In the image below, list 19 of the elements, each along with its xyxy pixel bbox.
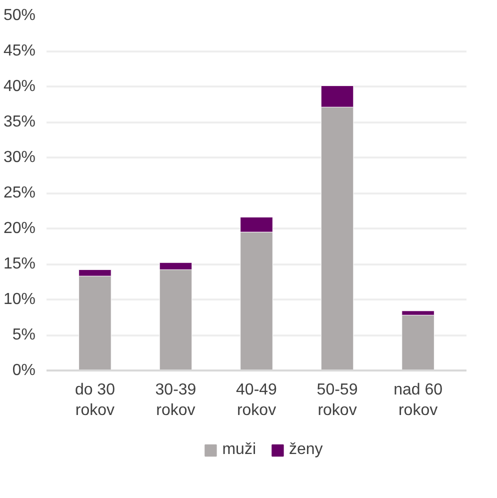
y-tick-label: 0% bbox=[12, 362, 36, 379]
y-tick-label: 10% bbox=[3, 291, 36, 308]
y-tick-label: 5% bbox=[12, 326, 36, 344]
y-tick-label: 35% bbox=[3, 114, 36, 130]
x-tick-label: 50-59 rokov bbox=[316, 382, 358, 419]
legend-label: muži bbox=[222, 441, 256, 459]
y-tick-label: 30% bbox=[3, 149, 36, 166]
y-tick-label: 25% bbox=[3, 184, 36, 202]
x-tick-label: 40-49 rokov bbox=[236, 382, 278, 419]
legend-label: ženy bbox=[288, 441, 323, 459]
y-tick-label: 50% bbox=[3, 7, 36, 24]
x-tick-label: nad 60 rokov bbox=[394, 382, 443, 419]
y-tick-label: 15% bbox=[3, 256, 36, 272]
y-tick-label: 40% bbox=[3, 78, 36, 95]
x-tick-label: 30-39 rokov bbox=[155, 382, 196, 419]
y-tick-label: 45% bbox=[3, 42, 36, 60]
x-tick-label: do 30 rokov bbox=[74, 382, 116, 419]
bar bbox=[402, 314, 434, 370]
y-tick-label: 20% bbox=[3, 220, 36, 237]
